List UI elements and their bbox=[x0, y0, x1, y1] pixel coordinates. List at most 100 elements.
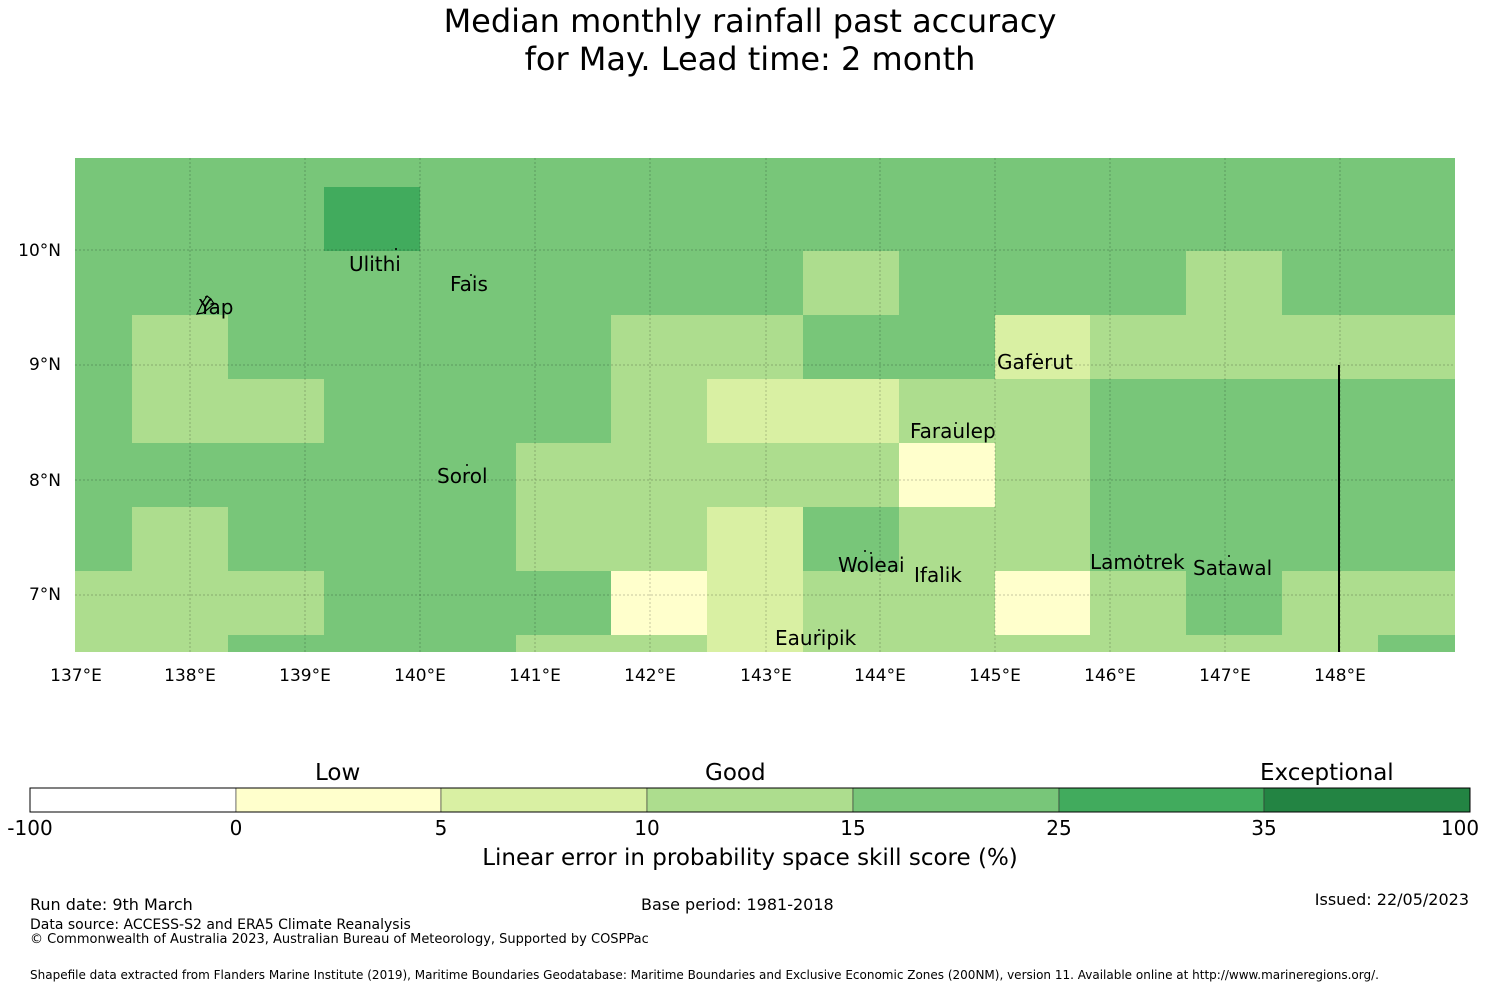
skill-cell bbox=[707, 158, 803, 187]
skill-cell bbox=[516, 315, 611, 379]
skill-cell bbox=[132, 158, 228, 187]
place-label-ulithi: Ulithi bbox=[349, 252, 401, 276]
skill-cell bbox=[1378, 251, 1455, 315]
title-line-2: for May. Lead time: 2 month bbox=[524, 40, 976, 78]
skill-cell bbox=[1186, 443, 1282, 507]
skill-cell bbox=[803, 315, 899, 379]
island-yap-outline bbox=[195, 295, 215, 315]
skill-cell bbox=[803, 251, 899, 315]
skill-cell bbox=[995, 158, 1090, 187]
skill-cell bbox=[324, 187, 420, 251]
lat-label: 7°N bbox=[29, 585, 61, 605]
skill-cell bbox=[1090, 315, 1186, 379]
title-line-1: Median monthly rainfall past accuracy bbox=[443, 2, 1057, 40]
skill-cell bbox=[1090, 187, 1186, 251]
skill-cell bbox=[420, 571, 516, 635]
skill-cell bbox=[1378, 187, 1455, 251]
colorbar-tick: 35 bbox=[1251, 816, 1277, 840]
skill-cell bbox=[899, 571, 995, 635]
island-markers bbox=[195, 248, 1230, 631]
skill-cell bbox=[228, 379, 324, 443]
colorbar-segment bbox=[29, 787, 237, 813]
lon-label: 148°E bbox=[1314, 666, 1366, 686]
colorbar-segment bbox=[646, 787, 854, 813]
skill-cell bbox=[995, 251, 1090, 315]
lon-label: 143°E bbox=[740, 666, 792, 686]
skill-cell bbox=[1186, 379, 1282, 443]
colorbar-tick: 0 bbox=[229, 816, 243, 840]
skill-cell bbox=[1186, 507, 1282, 571]
skill-cell bbox=[1282, 379, 1378, 443]
island-marker bbox=[1138, 555, 1140, 557]
skill-cell bbox=[228, 158, 324, 187]
skill-cell bbox=[1378, 379, 1455, 443]
lon-label: 137°E bbox=[50, 666, 102, 686]
skill-cell bbox=[899, 251, 995, 315]
colorbar-segment bbox=[1263, 787, 1471, 813]
skill-cell bbox=[228, 635, 324, 652]
lon-label: 140°E bbox=[394, 666, 446, 686]
skill-cell bbox=[803, 635, 899, 652]
skill-cell bbox=[611, 315, 707, 379]
skill-cell bbox=[899, 315, 995, 379]
skill-cell bbox=[1090, 379, 1186, 443]
island-marker bbox=[818, 629, 820, 631]
skill-cell bbox=[611, 158, 707, 187]
skill-cell bbox=[132, 571, 228, 635]
skill-cell bbox=[132, 443, 228, 507]
island-marker bbox=[209, 299, 211, 301]
skill-cell bbox=[803, 443, 899, 507]
island-marker bbox=[870, 552, 872, 554]
skill-cell bbox=[228, 187, 324, 251]
lon-label: 145°E bbox=[969, 666, 1021, 686]
skill-cell bbox=[420, 379, 516, 443]
skill-cell bbox=[1090, 571, 1186, 635]
skill-cell bbox=[420, 315, 516, 379]
skill-cell bbox=[1282, 443, 1378, 507]
skill-cell bbox=[516, 443, 611, 507]
place-label-sorol: Sorol bbox=[437, 464, 488, 488]
skill-cell bbox=[707, 379, 803, 443]
skill-cell bbox=[899, 507, 995, 571]
skill-cell bbox=[324, 379, 420, 443]
skill-cell bbox=[1378, 507, 1455, 571]
skill-cell bbox=[516, 571, 611, 635]
skill-cell bbox=[707, 315, 803, 379]
colorbar-tick: 10 bbox=[634, 816, 660, 840]
skill-cell bbox=[1282, 507, 1378, 571]
skill-cell bbox=[324, 571, 420, 635]
skill-cell bbox=[1090, 507, 1186, 571]
colorbar-tick: 25 bbox=[1046, 816, 1072, 840]
skill-cell bbox=[995, 379, 1090, 443]
skill-cell bbox=[1282, 251, 1378, 315]
skill-cell bbox=[324, 635, 420, 652]
skill-cell bbox=[1186, 635, 1282, 652]
place-label-satawal: Satawal bbox=[1193, 556, 1272, 580]
skill-cell bbox=[1186, 571, 1282, 635]
skill-cell bbox=[1378, 635, 1455, 652]
data-source: Data source: ACCESS-S2 and ERA5 Climate … bbox=[30, 917, 411, 933]
skill-cell bbox=[707, 251, 803, 315]
colorbar-tick: 100 bbox=[1440, 816, 1480, 840]
skill-cell bbox=[1186, 187, 1282, 251]
island-marker bbox=[864, 550, 866, 552]
graticule bbox=[75, 158, 1455, 652]
skill-cell bbox=[228, 251, 324, 315]
skill-cell bbox=[420, 443, 516, 507]
category-exceptional: Exceptional bbox=[1260, 760, 1394, 786]
base-period: Base period: 1981-2018 bbox=[641, 895, 834, 914]
skill-cell bbox=[420, 635, 516, 652]
skill-cell bbox=[228, 315, 324, 379]
skill-cell bbox=[516, 158, 611, 187]
skill-cell bbox=[75, 315, 132, 379]
skill-cell bbox=[1186, 158, 1282, 187]
skill-cell bbox=[516, 251, 611, 315]
island-marker bbox=[940, 566, 942, 568]
colorbar-segment bbox=[440, 787, 648, 813]
place-label-woleai: Woleai bbox=[838, 553, 905, 577]
skill-cell bbox=[707, 187, 803, 251]
lat-label: 9°N bbox=[29, 355, 61, 375]
skill-cell bbox=[1378, 443, 1455, 507]
skill-cell bbox=[899, 443, 995, 507]
skill-cell bbox=[228, 507, 324, 571]
